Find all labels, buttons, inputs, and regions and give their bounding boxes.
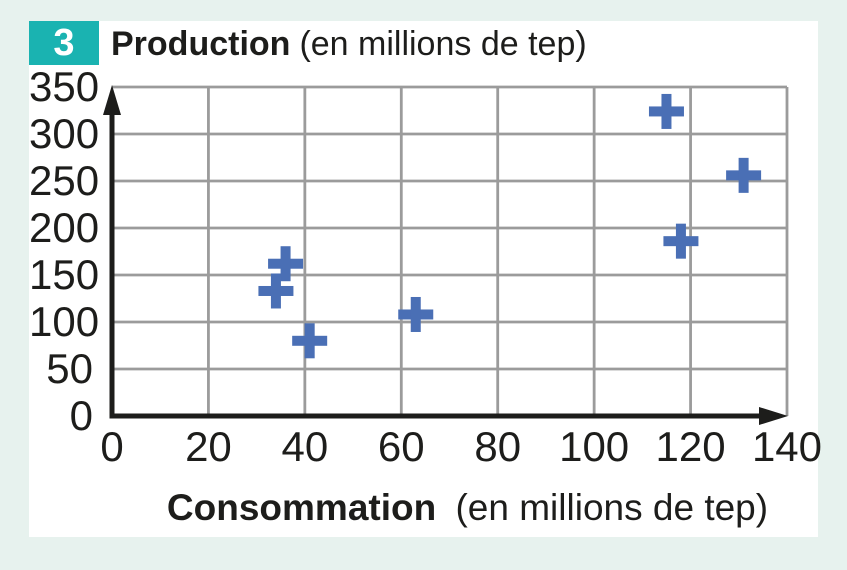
chart-title: Production (en millions de tep) (111, 21, 587, 67)
scatter-plot (103, 85, 789, 425)
data-point-vbar (280, 246, 291, 282)
chart-title-unit: (en millions de tep) (299, 24, 587, 63)
chart-title-bold: Production (111, 24, 291, 63)
y-axis-arrowhead (103, 85, 121, 115)
y-tick-label: 200 (29, 204, 100, 251)
data-point-vbar (304, 323, 315, 359)
data-point (292, 323, 328, 359)
x-axis-title: Consommation (en millions de tep) (29, 487, 818, 529)
y-tick-label: 100 (29, 298, 100, 345)
x-tick-label: 20 (185, 423, 232, 470)
y-tick-label: 350 (29, 63, 100, 110)
exercise-number-badge: 3 (29, 21, 99, 65)
data-point-vbar (661, 93, 672, 129)
x-tick-label: 120 (655, 423, 726, 470)
data-point-vbar (270, 273, 281, 309)
x-tick-label: 100 (559, 423, 630, 470)
y-tick-label: 300 (29, 110, 100, 157)
x-tick-label: 140 (751, 423, 823, 470)
x-tick-label: 80 (474, 423, 522, 470)
data-point-vbar (675, 223, 686, 259)
y-tick-label: 150 (29, 251, 100, 298)
data-point (268, 246, 304, 282)
y-tick-label: 0 (69, 392, 93, 439)
data-point (398, 296, 434, 332)
data-point-vbar (738, 157, 749, 193)
x-axis-arrowhead (759, 407, 788, 425)
x-axis-title-unit: (en millions de tep) (455, 487, 769, 528)
data-point (726, 157, 762, 193)
data-point (258, 273, 294, 309)
chart-card: 3 Production (en millions de tep) Consom… (29, 21, 822, 537)
x-tick-label: 60 (377, 423, 425, 470)
data-point-vbar (410, 296, 421, 332)
y-tick-label: 50 (46, 345, 93, 392)
x-tick-label: 0 (100, 423, 124, 470)
data-point (663, 223, 699, 259)
y-tick-label: 250 (29, 157, 100, 204)
x-tick-label: 40 (281, 423, 329, 470)
x-axis-title-bold: Consommation (166, 487, 437, 528)
data-point (648, 93, 684, 129)
